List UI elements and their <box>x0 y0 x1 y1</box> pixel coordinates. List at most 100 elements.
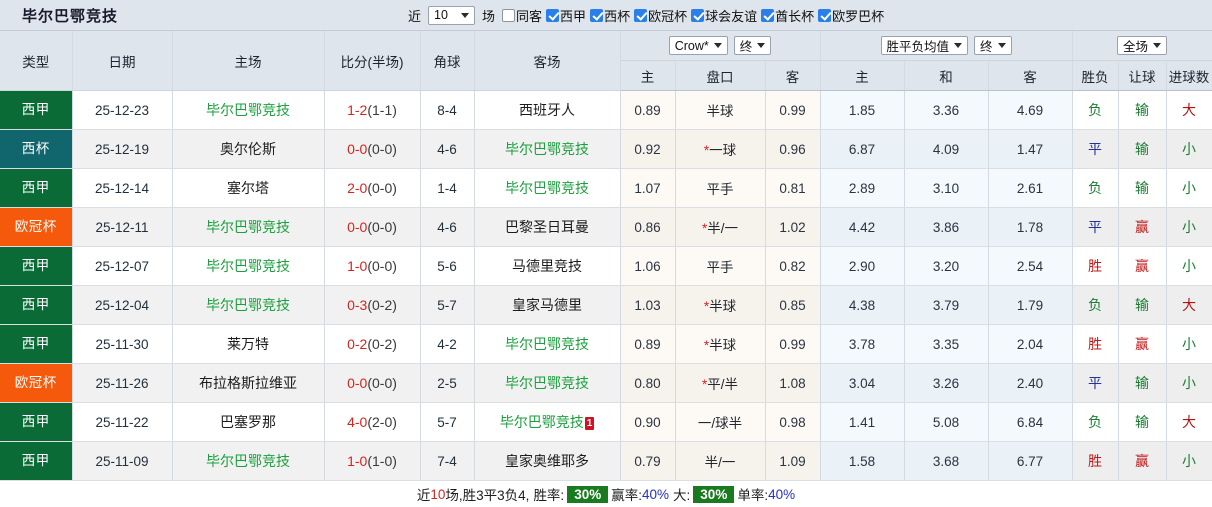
col-header-date: 日期 <box>72 31 173 91</box>
cell-score[interactable]: 0-0(0-0) <box>324 207 421 247</box>
cell-away-team[interactable]: 皇家奥维耶多 <box>474 441 621 481</box>
checkbox-box-comp-0[interactable] <box>546 8 560 22</box>
cell-odds-draw: 3.35 <box>904 324 989 364</box>
cell-type[interactable]: 西甲 <box>0 90 73 130</box>
cell-date: 25-11-22 <box>72 402 173 442</box>
chevron-down-icon <box>713 40 724 51</box>
cell-date: 25-12-23 <box>72 90 173 130</box>
col-header-corner: 角球 <box>420 31 475 91</box>
halftime-score: (1-0) <box>367 453 397 469</box>
table-row[interactable]: 西甲 25-12-04 毕尔巴鄂竞技 0-3(0-2) 5-7 皇家马德里 1.03 *半球 0… <box>0 285 1212 325</box>
cell-type[interactable]: 西杯 <box>0 129 73 169</box>
checkbox-box-comp-4[interactable] <box>761 8 775 22</box>
table-row[interactable]: 西甲 25-12-14 塞尔塔 2-0(0-0) 1-4 毕尔巴鄂竞技 1.07 平手 0.81… <box>0 168 1212 208</box>
chevron-down-icon <box>997 40 1008 51</box>
cell-odds-draw: 3.26 <box>904 363 989 403</box>
cell-odds-away: 1.79 <box>988 285 1073 325</box>
cell-result-handicap: 赢 <box>1118 441 1167 481</box>
cell-away-team[interactable]: 毕尔巴鄂竞技 <box>474 324 621 364</box>
cell-type[interactable]: 西甲 <box>0 402 73 442</box>
checkbox-comp-0[interactable]: 西甲 <box>546 6 586 25</box>
cell-home-team[interactable]: 毕尔巴鄂竞技 <box>172 207 325 247</box>
checkbox-comp-3[interactable]: 球会友谊 <box>691 6 757 25</box>
table-row[interactable]: 西甲 25-12-23 毕尔巴鄂竞技 1-2(1-1) 8-4 西班牙人 0.89 半球 0.9… <box>0 90 1212 130</box>
cell-away-team[interactable]: 毕尔巴鄂竞技 <box>474 168 621 208</box>
cell-home-team[interactable]: 布拉格斯拉维亚 <box>172 363 325 403</box>
odds-type-value: 胜平负均值 <box>886 40 950 54</box>
cell-away-team[interactable]: 皇家马德里 <box>474 285 621 325</box>
table-row[interactable]: 西甲 25-11-22 巴塞罗那 4-0(2-0) 5-7 毕尔巴鄂竞技 1 0.90 一/球半… <box>0 402 1212 442</box>
cell-home-team[interactable]: 奥尔伦斯 <box>172 129 325 169</box>
win-rate-value: 30% <box>567 485 609 503</box>
cell-away-team[interactable]: 毕尔巴鄂竞技 <box>474 129 621 169</box>
match-history-panel: 毕尔巴鄂竞技 近 10 场 同客 西甲 西杯 欧冠杯 <box>0 0 1212 492</box>
table-row[interactable]: 西杯 25-12-19 奥尔伦斯 0-0(0-0) 4-6 毕尔巴鄂竞技 0.92 *一球 0.… <box>0 129 1212 169</box>
checkbox-box-comp-5[interactable] <box>818 8 832 22</box>
cell-away-team[interactable]: 巴黎圣日耳曼 <box>474 207 621 247</box>
cell-result-wdl: 负 <box>1072 402 1119 442</box>
asterisk-icon: * <box>703 143 710 158</box>
cell-home-team[interactable]: 毕尔巴鄂竞技 <box>172 90 325 130</box>
checkbox-comp-5[interactable]: 欧罗巴杯 <box>818 6 884 25</box>
home-team-name: 奥尔伦斯 <box>220 141 276 157</box>
checkbox-label-comp-1: 西杯 <box>604 8 631 24</box>
cell-odds-home: 4.42 <box>820 207 905 247</box>
cell-odds-draw: 3.10 <box>904 168 989 208</box>
cell-home-team[interactable]: 巴塞罗那 <box>172 402 325 442</box>
checkbox-box-comp-3[interactable] <box>691 8 705 22</box>
cell-home-team[interactable]: 塞尔塔 <box>172 168 325 208</box>
recent-count-select[interactable]: 10 <box>428 5 476 25</box>
checkbox-comp-2[interactable]: 欧冠杯 <box>634 6 687 25</box>
cell-away-team[interactable]: 马德里竞技 <box>474 246 621 286</box>
cell-away-team[interactable]: 毕尔巴鄂竞技 1 <box>474 402 621 442</box>
cell-score[interactable]: 0-0(0-0) <box>324 363 421 403</box>
cell-home-team[interactable]: 毕尔巴鄂竞技 <box>172 246 325 286</box>
table-row[interactable]: 西甲 25-12-07 毕尔巴鄂竞技 1-0(0-0) 5-6 马德里竞技 1.06 平手 0.… <box>0 246 1212 286</box>
cell-home-team[interactable]: 莱万特 <box>172 324 325 364</box>
cell-odds-away: 2.04 <box>988 324 1073 364</box>
table-row[interactable]: 西甲 25-11-09 毕尔巴鄂竞技 1-0(1-0) 7-4 皇家奥维耶多 0.79 半/一… <box>0 441 1212 481</box>
checkbox-box-comp-2[interactable] <box>634 8 648 22</box>
cell-away-team[interactable]: 西班牙人 <box>474 90 621 130</box>
cell-type[interactable]: 西甲 <box>0 324 73 364</box>
cell-score[interactable]: 2-0(0-0) <box>324 168 421 208</box>
cell-home-team[interactable]: 毕尔巴鄂竞技 <box>172 441 325 481</box>
checkbox-same-venue[interactable]: 同客 <box>502 6 542 25</box>
cell-handicap-line: *一球 <box>675 129 766 169</box>
cell-score[interactable]: 0-2(0-2) <box>324 324 421 364</box>
halftime-score: (1-1) <box>367 102 397 118</box>
handicap-stage-select[interactable]: 终 <box>733 36 772 55</box>
table-row[interactable]: 西甲 25-11-30 莱万特 0-2(0-2) 4-2 毕尔巴鄂竞技 0.89 *半球 0.9… <box>0 324 1212 364</box>
cell-score[interactable]: 1-0(0-0) <box>324 246 421 286</box>
cell-score[interactable]: 0-3(0-2) <box>324 285 421 325</box>
checkbox-label-comp-4: 酋长杯 <box>775 8 815 24</box>
cell-score[interactable]: 1-2(1-1) <box>324 90 421 130</box>
cell-score[interactable]: 1-0(1-0) <box>324 441 421 481</box>
checkbox-comp-4[interactable]: 酋长杯 <box>761 6 814 25</box>
period-select[interactable]: 全场 <box>1117 36 1168 55</box>
table-row[interactable]: 欧冠杯 25-12-11 毕尔巴鄂竞技 0-0(0-0) 4-6 巴黎圣日耳曼 0.86 *半… <box>0 207 1212 247</box>
cell-home-team[interactable]: 毕尔巴鄂竞技 <box>172 285 325 325</box>
cell-type[interactable]: 西甲 <box>0 441 73 481</box>
cell-result-handicap: 赢 <box>1118 324 1167 364</box>
score-value: 4-0(2-0) <box>347 414 397 430</box>
odds-type-select[interactable]: 胜平负均值 <box>880 36 969 55</box>
cell-type[interactable]: 欧冠杯 <box>0 207 73 247</box>
checkbox-comp-1[interactable]: 西杯 <box>590 6 630 25</box>
col-header-hc-line: 盘口 <box>675 60 766 91</box>
cell-score[interactable]: 4-0(2-0) <box>324 402 421 442</box>
cell-type[interactable]: 欧冠杯 <box>0 363 73 403</box>
table-row[interactable]: 欧冠杯 25-11-26 布拉格斯拉维亚 0-0(0-0) 2-5 毕尔巴鄂竞技 0.80 *… <box>0 363 1212 403</box>
checkbox-box-same-venue[interactable] <box>502 8 516 22</box>
odds-stage-select[interactable]: 终 <box>974 36 1012 55</box>
competition-badge: 西甲 <box>0 247 71 285</box>
cell-away-team[interactable]: 毕尔巴鄂竞技 <box>474 363 621 403</box>
checkbox-box-comp-1[interactable] <box>590 8 604 22</box>
cell-result-wdl: 胜 <box>1072 246 1119 286</box>
cell-type[interactable]: 西甲 <box>0 246 73 286</box>
cell-type[interactable]: 西甲 <box>0 168 73 208</box>
cell-score[interactable]: 0-0(0-0) <box>324 129 421 169</box>
cell-date: 25-12-14 <box>72 168 173 208</box>
cell-type[interactable]: 西甲 <box>0 285 73 325</box>
bookmaker-select[interactable]: Crow* <box>668 36 728 55</box>
